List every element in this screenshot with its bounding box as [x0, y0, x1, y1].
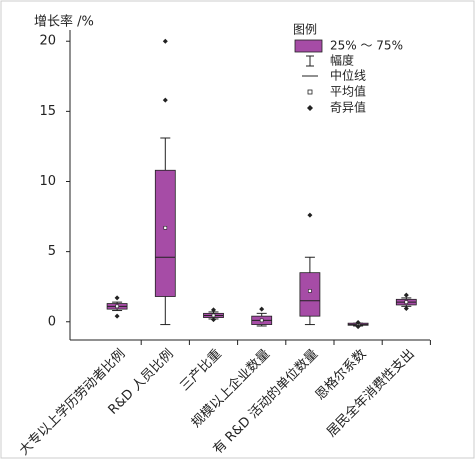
outlier — [114, 295, 120, 301]
outlier — [162, 97, 168, 103]
mean — [163, 225, 168, 230]
outlier — [211, 307, 216, 313]
legend-outlier — [307, 105, 313, 111]
outlier — [114, 313, 120, 319]
box — [299, 272, 321, 317]
outlier — [162, 38, 168, 44]
y-axis-label: 增长率 /% — [34, 14, 94, 30]
mean — [404, 300, 409, 304]
box — [154, 169, 176, 297]
legend-label: 幅度 — [330, 53, 354, 68]
mean — [115, 304, 119, 309]
outlier — [403, 305, 409, 311]
mean — [211, 313, 216, 318]
y-tick-label: 5 — [48, 244, 56, 259]
legend-box — [294, 39, 323, 53]
y-tick-label: 20 — [39, 34, 56, 49]
outlier — [355, 324, 361, 330]
outlier — [307, 212, 313, 218]
legend-label: 25% ～ 75% — [330, 39, 403, 53]
legend-title: 图例 — [293, 23, 317, 37]
y-tick-label: 0 — [48, 314, 56, 329]
legend-label: 平均值 — [330, 84, 366, 99]
outlier — [259, 306, 265, 312]
outlier — [355, 319, 361, 325]
legend-label: 中位线 — [330, 68, 366, 83]
mean — [259, 318, 264, 323]
y-tick-label: 10 — [39, 174, 56, 189]
legend-mean — [307, 89, 313, 95]
legend-label: 奇异值 — [330, 100, 366, 115]
y-tick-label: 15 — [39, 104, 56, 119]
outlier — [403, 292, 409, 298]
outlier — [211, 317, 216, 323]
mean — [308, 289, 312, 293]
